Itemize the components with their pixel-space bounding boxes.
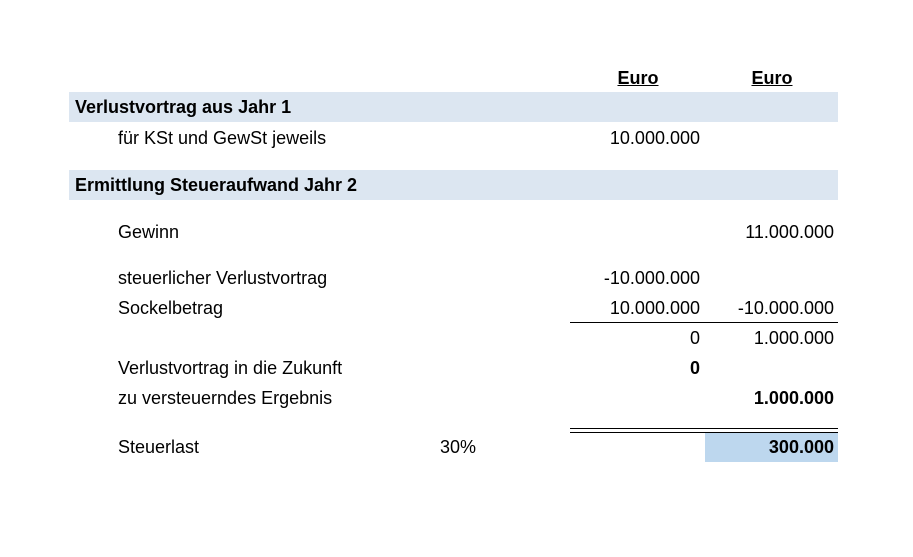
section-title: Verlustvortrag aus Jahr 1 <box>75 97 292 117</box>
cell: 10.000.000 <box>609 298 700 318</box>
cell: 1.000.000 <box>753 388 834 408</box>
cell: 10.000.000 <box>609 128 700 148</box>
cell: 0 <box>689 358 700 378</box>
cell: 0 <box>689 328 700 348</box>
row-label: für KSt und GewSt jeweils <box>118 128 327 148</box>
cell: 11.000.000 <box>745 222 834 242</box>
row-label: Steuerlast <box>118 437 200 457</box>
row-label: steuerlicher Verlustvortrag <box>118 268 328 288</box>
highlight-cell <box>705 432 838 462</box>
row-label: zu versteuerndes Ergebnis <box>118 388 333 408</box>
cell: 300.000 <box>768 437 834 457</box>
section-band <box>69 170 838 200</box>
row-label: Gewinn <box>118 222 180 242</box>
cell: 1.000.000 <box>753 328 834 348</box>
column-header: Euro <box>751 68 793 88</box>
row-label: Sockelbetrag <box>118 298 224 318</box>
cell: -10.000.000 <box>737 298 834 318</box>
row-label: Verlustvortrag in die Zukunft <box>118 358 343 378</box>
sum-line <box>570 322 838 323</box>
rate: 30% <box>440 437 477 457</box>
column-header: Euro <box>617 68 659 88</box>
double-line <box>570 432 838 433</box>
section-band <box>69 92 838 122</box>
section-title: Ermittlung Steueraufwand Jahr 2 <box>75 175 358 195</box>
cell: -10.000.000 <box>603 268 700 288</box>
double-line <box>570 428 838 429</box>
